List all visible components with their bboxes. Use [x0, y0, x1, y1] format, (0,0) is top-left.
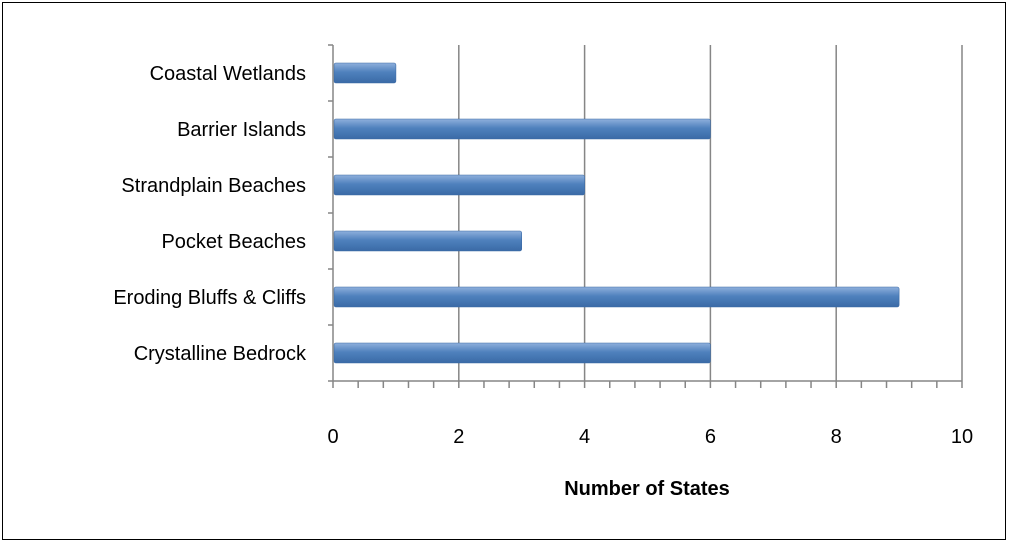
x-tick-label-8: 8: [831, 426, 842, 448]
axes: [328, 44, 963, 388]
labels: 0 2 4 6 8 10 Coastal Wetlands Barrier Islands St…: [113, 63, 973, 448]
category-label-5: Crystalline Bedrock: [134, 343, 307, 365]
x-tick-label-10: 10: [951, 426, 973, 448]
x-tick-label-4: 4: [579, 426, 590, 448]
bar-5: [333, 342, 711, 364]
bar-0: [333, 62, 397, 84]
bar-1: [333, 118, 711, 140]
category-label-3: Pocket Beaches: [161, 231, 306, 253]
bar-3: [333, 230, 522, 252]
category-label-4: Eroding Bluffs & Cliffs: [113, 287, 306, 309]
bar-2: [333, 174, 585, 196]
category-label-0: Coastal Wetlands: [150, 63, 306, 85]
x-tick-label-0: 0: [327, 426, 338, 448]
x-tick-label-6: 6: [705, 426, 716, 448]
category-label-2: Strandplain Beaches: [121, 175, 306, 197]
x-tick-label-2: 2: [453, 426, 464, 448]
gridlines: [458, 45, 963, 381]
bar-4: [333, 286, 900, 308]
x-axis-title: Number of States: [564, 478, 730, 500]
category-label-1: Barrier Islands: [177, 119, 306, 141]
bars: [333, 62, 900, 364]
